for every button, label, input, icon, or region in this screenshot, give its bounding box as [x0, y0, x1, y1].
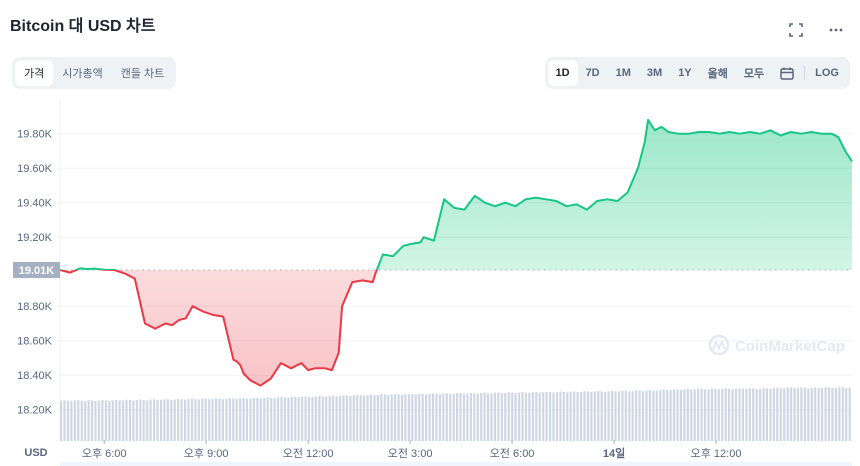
tab-range-1d[interactable]: 1D: [547, 60, 578, 86]
volume-bars: [60, 387, 851, 441]
x-tick-label: 오전 6:00: [490, 447, 535, 460]
x-tick-label: 14일: [603, 446, 625, 460]
y-axis-labels: 19.80K 19.60K 19.40K 19.20K 18.80K 18.60K 18.4…: [13, 129, 60, 417]
page-title: Bitcoin 대 USD 차트: [10, 18, 156, 35]
x-tick-label: 오전 3:00: [388, 447, 433, 460]
log-scale-toggle[interactable]: LOG: [815, 67, 839, 79]
currency-label: USD: [24, 447, 47, 459]
x-tick-label: 오후 6:00: [82, 447, 127, 460]
price-chart[interactable]: 19.80K 19.60K 19.40K 19.20K 18.80K 18.60K 18.4…: [0, 95, 860, 466]
time-range-tabs: 1D 7D 1M 3M 1Y 올해 모두 LOG: [544, 57, 850, 89]
watermark-text: CoinMarketCap: [735, 338, 845, 355]
tab-market-cap[interactable]: 시가총액: [62, 68, 103, 80]
more-icon[interactable]: [826, 20, 846, 40]
x-tick-label: 오전 12:00: [283, 447, 334, 460]
fullscreen-icon[interactable]: [786, 20, 806, 40]
y-tick-label: 19.20K: [17, 232, 53, 244]
y-tick-label: 18.60K: [17, 336, 53, 348]
x-axis-labels: USD 오후 6:00 오후 9:00 오전 12:00 오전 3:00 오전 6:00 1…: [24, 440, 741, 460]
tab-candle-chart[interactable]: 캔들 차트: [120, 68, 165, 80]
watermark: CoinMarketCap: [708, 334, 845, 356]
price-line: [60, 118, 853, 387]
tab-range-1m[interactable]: 1M: [615, 67, 631, 79]
header-actions: [786, 20, 846, 40]
calendar-icon: [780, 67, 794, 80]
chart-type-tabs: 가격 시가총액 캔들 차트: [12, 57, 177, 89]
y-tick-label: 19.40K: [17, 198, 53, 210]
y-tick-label: 18.40K: [17, 370, 53, 382]
tab-range-1y[interactable]: 1Y: [678, 67, 692, 79]
price-chart-canvas: 19.80K 19.60K 19.40K 19.20K 18.80K 18.60K 18.4…: [13, 100, 853, 466]
calendar-button[interactable]: [772, 60, 802, 86]
tab-range-7d[interactable]: 7D: [585, 67, 600, 79]
baseline-badge: [13, 262, 60, 278]
tab-range-all[interactable]: 모두: [743, 68, 765, 80]
x-tick-label: 오후 12:00: [691, 447, 742, 460]
coinmarketcap-logo-icon: [708, 334, 730, 356]
divider: [804, 66, 806, 80]
y-tick-label: 18.20K: [17, 405, 53, 417]
y-tick-label: 19.60K: [17, 163, 53, 175]
tab-range-3m[interactable]: 3M: [646, 67, 663, 79]
x-tick-label: 오후 9:00: [184, 447, 229, 460]
price-area: [60, 119, 852, 386]
y-tick-label: 18.80K: [17, 301, 53, 313]
baseline-label: 19.01K: [19, 265, 55, 277]
tab-price[interactable]: 가격: [15, 60, 54, 86]
y-tick-label: 19.80K: [17, 129, 53, 141]
tab-range-ytd[interactable]: 올해: [707, 68, 728, 80]
